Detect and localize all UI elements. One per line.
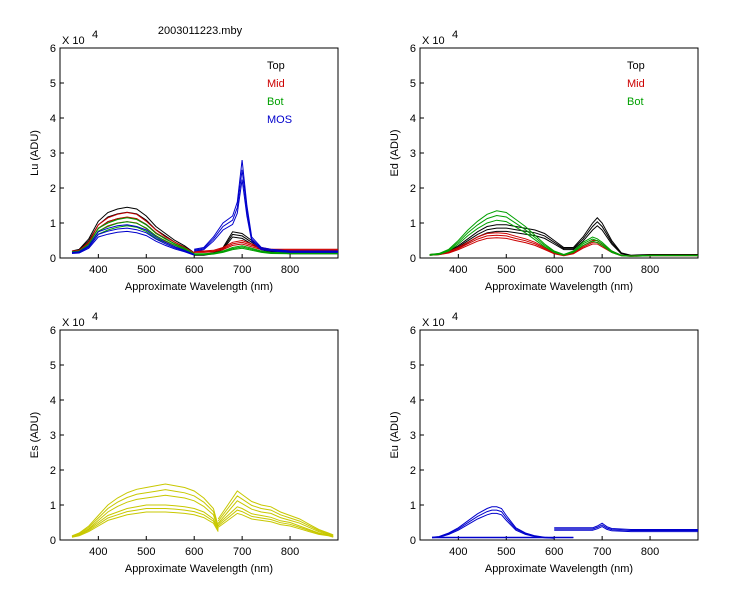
es-series-es-low-line — [71, 511, 334, 538]
ed-ytick-label: 4 — [410, 113, 416, 125]
lu-legend-mos: MOS — [267, 114, 292, 126]
es-ytick-label: 6 — [50, 325, 56, 337]
eu-xtick-label: 600 — [545, 546, 563, 558]
eu-ytick-label: 1 — [410, 500, 416, 512]
lu-exponent-power: 4 — [92, 29, 98, 41]
eu-xtick-label: 400 — [449, 546, 467, 558]
es-xtick-label: 500 — [137, 546, 155, 558]
lu-ytick-label: 4 — [50, 113, 56, 125]
ed-exponent-power: 4 — [452, 29, 458, 41]
eu-plot-frame — [419, 329, 699, 541]
lu-ytick-label: 1 — [50, 218, 56, 230]
lu-ytick-label: 0 — [50, 253, 56, 265]
ed-chart: 0 1 2 3 4 5 6 400 500 600 700 800 X 10 4 Approximate W… — [389, 29, 699, 293]
eu-series-eu-line — [431, 509, 698, 539]
eu-ytick-label: 3 — [410, 430, 416, 442]
es-series-es-low-line — [71, 504, 334, 537]
es-series-es-line — [71, 494, 334, 538]
lu-xtick-label: 500 — [137, 264, 155, 276]
ed-ytick-label: 1 — [410, 218, 416, 230]
ed-ytick-label: 6 — [410, 43, 416, 55]
ed-ytick-label: 0 — [410, 253, 416, 265]
lu-xtick-label: 400 — [89, 264, 107, 276]
figure-title: 2003011223.mby — [158, 25, 243, 37]
ed-ytick-label: 2 — [410, 183, 416, 195]
lu-x-axis-label: Approximate Wavelength (nm) — [125, 281, 273, 293]
ed-legend-mid: Mid — [627, 78, 645, 90]
lu-ytick-label: 5 — [50, 78, 56, 90]
eu-ytick-label: 2 — [410, 465, 416, 477]
es-plot-frame — [59, 329, 339, 541]
lu-legend-mid: Mid — [267, 78, 285, 90]
es-xtick-label: 800 — [281, 546, 299, 558]
lu-series-mos-line — [71, 169, 338, 256]
lu-xtick-label: 800 — [281, 264, 299, 276]
es-series-es-line — [71, 483, 334, 537]
lu-xtick-label: 600 — [185, 264, 203, 276]
es-exponent-label: X 10 — [62, 317, 85, 329]
lu-exponent-label: X 10 — [62, 35, 85, 47]
lu-xtick-label: 700 — [233, 264, 251, 276]
es-ytick-label: 1 — [50, 500, 56, 512]
ed-series-mid-line — [429, 234, 698, 257]
ed-xtick-label: 400 — [449, 264, 467, 276]
eu-series-eu-line — [431, 506, 698, 539]
eu-ytick-label: 4 — [410, 395, 416, 407]
ed-xtick-label: 700 — [593, 264, 611, 276]
eu-x-axis-label: Approximate Wavelength (nm) — [485, 563, 633, 575]
ed-ytick-label: 3 — [410, 148, 416, 160]
es-x-axis-label: Approximate Wavelength (nm) — [125, 563, 273, 575]
es-ytick-label: 5 — [50, 360, 56, 372]
es-ytick-label: 3 — [50, 430, 56, 442]
ed-ytick-label: 5 — [410, 78, 416, 90]
lu-series-mos-line — [71, 159, 338, 255]
ed-x-axis-label: Approximate Wavelength (nm) — [485, 281, 633, 293]
es-ytick-label: 0 — [50, 535, 56, 547]
lu-ytick-label: 2 — [50, 183, 56, 195]
eu-xtick-label: 800 — [641, 546, 659, 558]
lu-chart: 0 1 2 3 4 5 6 400 500 600 700 800 X 10 4 Approximate W… — [29, 29, 339, 293]
lu-legend-top: Top — [267, 60, 285, 72]
es-series-es-line — [71, 489, 334, 537]
es-xtick-label: 700 — [233, 546, 251, 558]
eu-ytick-label: 6 — [410, 325, 416, 337]
ed-legend-top: Top — [627, 60, 645, 72]
es-exponent-power: 4 — [92, 311, 98, 323]
lu-ytick-label: 3 — [50, 148, 56, 160]
es-y-axis-label: Es (ADU) — [29, 412, 41, 458]
eu-series-eu-line — [431, 512, 698, 539]
lu-ytick-label: 6 — [50, 43, 56, 55]
eu-exponent-power: 4 — [452, 311, 458, 323]
ed-legend-bot: Bot — [627, 96, 644, 108]
ed-series-top-line — [429, 221, 698, 257]
ed-y-axis-label: Ed (ADU) — [389, 129, 401, 176]
eu-exponent-label: X 10 — [422, 317, 445, 329]
ed-xtick-label: 800 — [641, 264, 659, 276]
eu-y-axis-label: Eu (ADU) — [389, 411, 401, 458]
lu-y-axis-label: Lu (ADU) — [29, 130, 41, 176]
ed-series-bot-line — [429, 219, 698, 257]
eu-chart: 0 1 2 3 4 5 6 400 500 600 700 800 X 10 4 Approximate W… — [389, 311, 699, 575]
lu-series-mid-line — [71, 211, 338, 254]
lu-legend-bot: Bot — [267, 96, 284, 108]
ed-xtick-label: 600 — [545, 264, 563, 276]
es-xtick-label: 400 — [89, 546, 107, 558]
eu-xtick-label: 500 — [497, 546, 515, 558]
eu-xtick-label: 700 — [593, 546, 611, 558]
es-ytick-label: 4 — [50, 395, 56, 407]
eu-ytick-label: 0 — [410, 535, 416, 547]
ed-exponent-label: X 10 — [422, 35, 445, 47]
eu-ytick-label: 5 — [410, 360, 416, 372]
es-series-es-low-line — [71, 508, 334, 538]
es-chart: 0 1 2 3 4 5 6 400 500 600 700 800 X 10 4 Approximate W… — [29, 311, 339, 575]
ed-xtick-label: 500 — [497, 264, 515, 276]
ed-plot-frame — [419, 47, 699, 259]
lu-series-mos-line — [71, 179, 338, 256]
es-xtick-label: 600 — [185, 546, 203, 558]
es-ytick-label: 2 — [50, 465, 56, 477]
